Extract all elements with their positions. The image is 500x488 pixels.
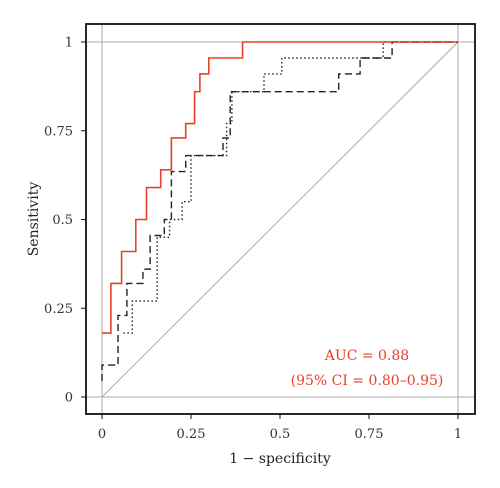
y-tick-label: 0.75 bbox=[44, 124, 73, 139]
y-tick-label: 0.25 bbox=[44, 302, 73, 317]
chance-diagonal bbox=[101, 41, 459, 398]
x-tick-label: 0.25 bbox=[177, 427, 206, 442]
x-tick-label: 0 bbox=[98, 427, 106, 442]
y-tick-label: 1 bbox=[65, 36, 73, 51]
x-tick-label: 0.75 bbox=[355, 427, 384, 442]
x-axis: 0 0.25 0.5 0.75 1 bbox=[98, 414, 462, 442]
auc-annotation: AUC = 0.88 bbox=[324, 348, 409, 364]
x-axis-title: 1 − specificity bbox=[229, 451, 331, 467]
y-tick-label: 0 bbox=[65, 391, 73, 406]
auc-ci-annotation: (95% CI = 0.80–0.95) bbox=[291, 373, 444, 389]
y-axis: 0 0.25 0.5 0.75 1 bbox=[44, 36, 86, 406]
roc-curve-solid bbox=[102, 41, 458, 334]
y-tick-label: 0.5 bbox=[52, 213, 73, 228]
x-tick-label: 1 bbox=[454, 427, 462, 442]
x-tick-label: 0.5 bbox=[270, 427, 291, 442]
y-axis-title: Sensitivity bbox=[26, 182, 42, 257]
roc-curve-dotted bbox=[123, 41, 458, 334]
roc-curve-dashed bbox=[101, 41, 458, 381]
roc-curves bbox=[101, 41, 458, 381]
